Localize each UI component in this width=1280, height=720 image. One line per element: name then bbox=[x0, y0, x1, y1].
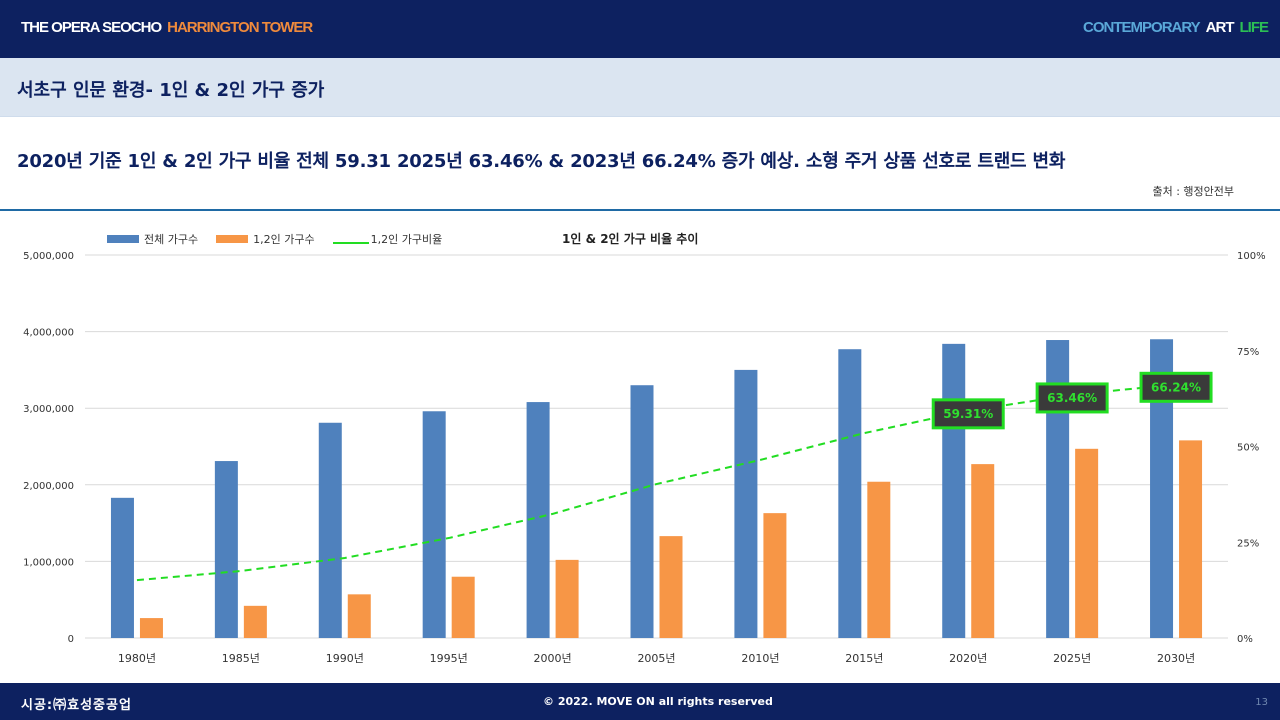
bar-small-households bbox=[1075, 448, 1099, 638]
tagline: CONTEMPORARY ART LIFE bbox=[1083, 19, 1269, 36]
left-tick-label: 5,000,000 bbox=[23, 251, 74, 262]
bar-small-households bbox=[763, 513, 787, 638]
copyright: © 2022. MOVE ON all rights reserved bbox=[543, 695, 773, 708]
tagline-contemporary: CONTEMPORARY bbox=[1083, 19, 1201, 36]
bar-small-households bbox=[971, 464, 995, 638]
section-title: 서초구 인문 환경- 1인 & 2인 가구 증가 bbox=[17, 80, 325, 101]
data-label-text: 66.24% bbox=[1151, 380, 1201, 394]
page-number: 13 bbox=[1255, 697, 1268, 708]
x-tick-label: 2010년 bbox=[741, 652, 779, 665]
right-tick-label: 0% bbox=[1237, 634, 1253, 645]
right-tick-label: 100% bbox=[1237, 251, 1266, 262]
legend-item-total: 전체 가구수 bbox=[107, 231, 198, 247]
right-axis-ticks: 0% 25% 50% 75% 100% bbox=[1237, 251, 1266, 645]
x-tick-label: 2030년 bbox=[1157, 652, 1195, 665]
brand-secondary: HARRINGTON TOWER bbox=[167, 19, 313, 36]
left-tick-label: 2,000,000 bbox=[23, 481, 74, 492]
x-tick-label: 2005년 bbox=[637, 652, 675, 665]
legend-item-small: 1,2인 가구수 bbox=[216, 231, 315, 247]
data-label-text: 59.31% bbox=[943, 407, 993, 421]
left-tick-label: 0 bbox=[68, 634, 74, 645]
left-tick-label: 3,000,000 bbox=[23, 404, 74, 415]
data-label-box bbox=[931, 398, 1005, 430]
chart-canvas: 0 1,000,000 2,000,000 3,000,000 4,000,000 5,0… bbox=[23, 251, 1266, 665]
right-tick-label: 25% bbox=[1237, 538, 1259, 549]
x-tick-label: 1990년 bbox=[326, 652, 364, 665]
data-label-box bbox=[1139, 371, 1213, 403]
bar-total-households bbox=[422, 411, 446, 638]
footer-bar: 시공:㈜효성중공업 © 2022. MOVE ON all rights res… bbox=[0, 683, 1280, 720]
legend-swatch-total bbox=[107, 235, 139, 243]
data-labels: 59.31% 63.46% 66.24% bbox=[931, 371, 1213, 430]
legend-label-total: 전체 가구수 bbox=[144, 233, 199, 246]
data-label-box bbox=[1035, 382, 1109, 414]
left-tick-label: 1,000,000 bbox=[23, 557, 74, 568]
data-label-text: 63.46% bbox=[1047, 391, 1097, 405]
x-tick-label: 1985년 bbox=[222, 652, 260, 665]
left-axis-ticks: 0 1,000,000 2,000,000 3,000,000 4,000,000 5,0… bbox=[23, 251, 74, 645]
brand-logo: THE OPERA SEOCHO HARRINGTON TOWER bbox=[21, 19, 313, 36]
bar-total-households bbox=[526, 402, 550, 638]
bar-total-households bbox=[838, 349, 862, 638]
x-tick-label: 2025년 bbox=[1053, 652, 1091, 665]
x-tick-label: 1980년 bbox=[118, 652, 156, 665]
headline: 2020년 기준 1인 & 2인 가구 비율 전체 59.31 2025년 63… bbox=[17, 151, 1066, 172]
bar-small-households bbox=[347, 594, 371, 638]
legend-label-ratio: 1,2인 가구비율 bbox=[370, 233, 443, 246]
bar-total-households bbox=[318, 422, 342, 638]
chart-title: 1인 & 2인 가구 비율 추이 bbox=[562, 232, 699, 246]
legend-swatch-ratio bbox=[332, 242, 369, 244]
data-label: 59.31% bbox=[931, 398, 1005, 430]
bar-total-households bbox=[110, 497, 134, 638]
tagline-art: ART bbox=[1205, 19, 1235, 36]
bar-small-households bbox=[555, 559, 579, 638]
bar-total-households bbox=[1150, 339, 1174, 638]
legend-item-ratio: 1,2인 가구비율 bbox=[332, 231, 443, 247]
builder-credit: 시공:㈜효성중공업 bbox=[21, 698, 132, 713]
left-tick-label: 4,000,000 bbox=[23, 328, 74, 339]
source-note: 출처 : 행정안전부 bbox=[1152, 185, 1234, 198]
top-header-bar: THE OPERA SEOCHO HARRINGTON TOWER CONTEMP… bbox=[0, 0, 1280, 58]
x-axis-ticks: 1980년 1985년 1990년 1995년 2000년 2005년 2010년 2015년… bbox=[118, 652, 1195, 665]
right-tick-label: 75% bbox=[1237, 347, 1259, 358]
legend-label-small: 1,2인 가구수 bbox=[253, 233, 315, 246]
section-title-bar: 서초구 인문 환경- 1인 & 2인 가구 증가 bbox=[0, 58, 1280, 117]
x-tick-label: 2020년 bbox=[949, 652, 987, 665]
bar-small-households bbox=[867, 481, 891, 638]
bar-total-households bbox=[1046, 340, 1070, 638]
x-tick-label: 2000년 bbox=[534, 652, 572, 665]
right-tick-label: 50% bbox=[1237, 443, 1259, 454]
bar-small-households bbox=[139, 618, 163, 638]
x-tick-label: 2015년 bbox=[845, 652, 883, 665]
bar-small-households bbox=[1179, 440, 1203, 638]
ratio-line-path bbox=[136, 383, 1177, 582]
x-tick-label: 1995년 bbox=[430, 652, 468, 665]
brand-primary: THE OPERA SEOCHO bbox=[21, 19, 162, 36]
ratio-line bbox=[136, 383, 1177, 582]
bar-total-households bbox=[942, 343, 966, 638]
bar-total-households bbox=[734, 369, 758, 638]
bar-total-households bbox=[630, 385, 654, 638]
data-label: 63.46% bbox=[1035, 382, 1109, 414]
tagline-life: LIFE bbox=[1239, 19, 1269, 36]
bar-small-households bbox=[659, 536, 683, 638]
bar-total-households bbox=[214, 461, 238, 638]
divider-line bbox=[0, 209, 1280, 211]
bar-small-households bbox=[451, 576, 475, 638]
legend-swatch-small bbox=[216, 235, 249, 243]
bar-small-households bbox=[243, 605, 267, 638]
data-label: 66.24% bbox=[1139, 371, 1213, 403]
chart-legend: 전체 가구수 1,2인 가구수 1,2인 가구비율 bbox=[107, 231, 460, 247]
